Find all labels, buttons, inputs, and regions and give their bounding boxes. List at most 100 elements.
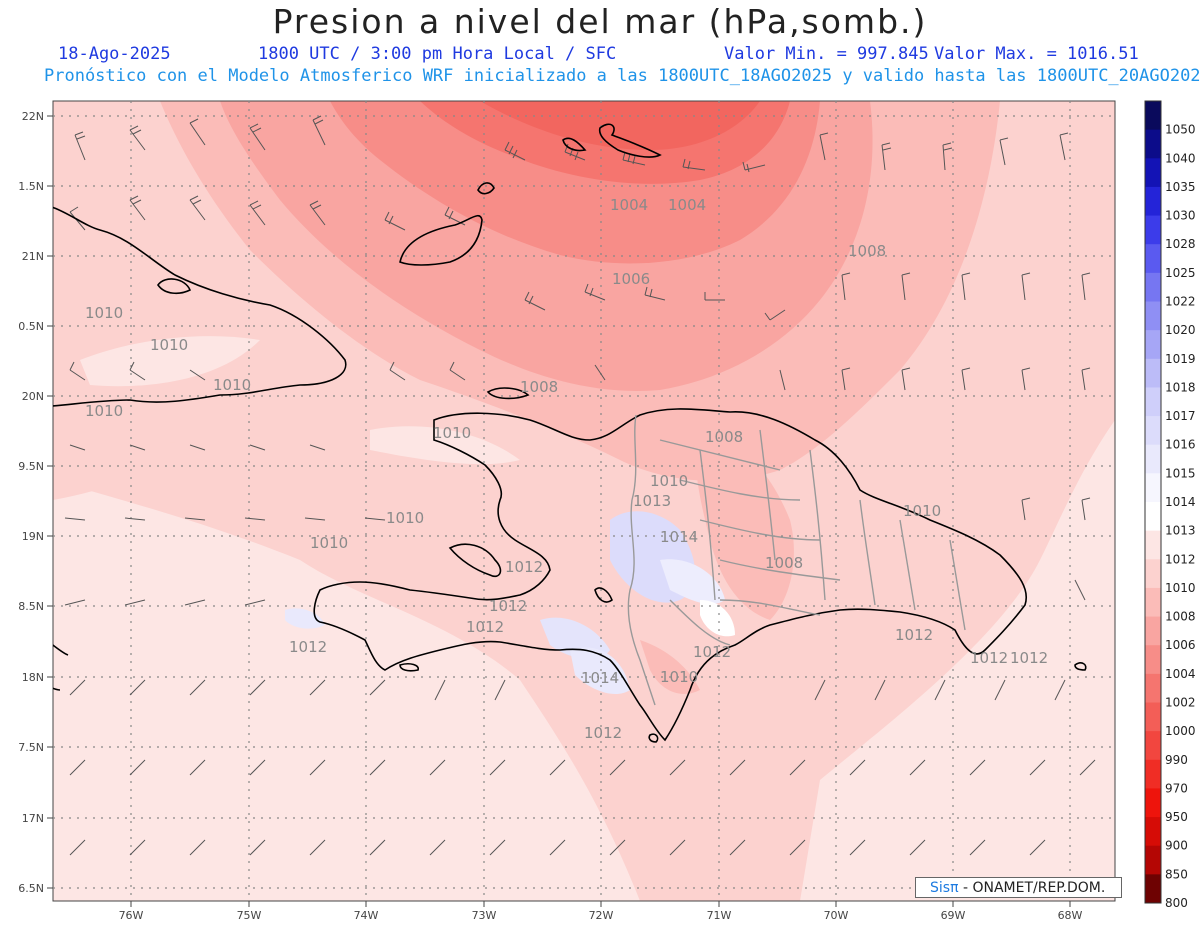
contour-label: 1013 (633, 492, 671, 510)
lat-label: 18N (22, 671, 44, 684)
contour-label: 1010 (310, 534, 348, 552)
plot-frame (52, 100, 1116, 902)
contour-label: 1008 (848, 242, 886, 260)
contour-label: 1012 (489, 597, 527, 615)
legend-swatch (1145, 645, 1161, 675)
max-value: Valor Max. = 1016.51 (934, 44, 1139, 64)
lon-label: 76W (119, 909, 144, 922)
lon-label: 68W (1058, 909, 1083, 922)
legend-label: 990 (1165, 753, 1188, 767)
legend-label: 950 (1165, 810, 1188, 824)
valid-time: 1800 UTC / 3:00 pm Hora Local / SFC (258, 44, 617, 64)
legend-label: 1040 (1165, 151, 1196, 165)
lat-label: 22N (22, 110, 44, 123)
legend-swatch (1145, 444, 1161, 474)
contour-label: 1012 (505, 558, 543, 576)
contour-label: 1012 (466, 618, 504, 636)
legend-swatch (1145, 358, 1161, 388)
contour-label: 1010 (85, 402, 123, 420)
contour-label: 1010 (433, 424, 471, 442)
legend-swatch (1145, 129, 1161, 159)
legend-label: 1050 (1165, 123, 1196, 137)
legend-swatch (1145, 416, 1161, 446)
contour-label: 1010 (85, 304, 123, 322)
lat-label: 0.5N (18, 320, 44, 333)
contour-label: 1012 (1010, 649, 1048, 667)
legend-label: 1018 (1165, 380, 1196, 394)
contour-label: 1008 (765, 554, 803, 572)
legend-label: 1017 (1165, 409, 1196, 423)
lon-label: 73W (472, 909, 497, 922)
forecast-info: Pronóstico con el Modelo Atmosferico WRF… (44, 66, 1200, 86)
legend-swatch (1145, 845, 1161, 875)
legend-label: 1020 (1165, 323, 1196, 337)
lon-label: 71W (707, 909, 732, 922)
legend-label: 1000 (1165, 724, 1196, 738)
legend-swatch (1145, 502, 1161, 532)
lat-label: 20N (22, 390, 44, 403)
hispaniola-coast (313, 408, 1027, 742)
legend-label: 1008 (1165, 610, 1196, 624)
legend-swatch (1145, 874, 1161, 904)
legend-label: 1004 (1165, 667, 1196, 681)
legend-label: 1012 (1165, 552, 1196, 566)
legend-swatch (1145, 759, 1161, 789)
legend-swatch (1145, 788, 1161, 818)
map-title: Presion a nivel del mar (hPa,somb.) (272, 2, 928, 41)
contour-label: 1012 (289, 638, 327, 656)
lat-label: 8.5N (18, 600, 44, 613)
legend-swatch (1145, 616, 1161, 646)
legend-swatch (1145, 101, 1161, 131)
graticule (53, 101, 1115, 901)
legend-swatch (1145, 215, 1161, 245)
legend-label: 800 (1165, 896, 1188, 910)
lat-label: 19N (22, 530, 44, 543)
legend-swatch (1145, 731, 1161, 761)
legend-label: 1022 (1165, 295, 1196, 309)
legend-label: 1030 (1165, 209, 1196, 223)
legend-label: 1006 (1165, 638, 1196, 652)
legend-label: 970 (1165, 781, 1188, 795)
contour-label: 1010 (150, 336, 188, 354)
legend-swatch (1145, 473, 1161, 503)
legend-swatch (1145, 272, 1161, 302)
legend-swatch (1145, 587, 1161, 618)
brand-logo: Sisπ (930, 880, 959, 896)
contour-label: 1010 (650, 472, 688, 490)
legend-swatch (1145, 301, 1161, 331)
lat-label: 6.5N (18, 882, 44, 895)
legend-swatch (1145, 244, 1161, 274)
admin-borders (627, 414, 966, 706)
lat-label: 17N (22, 812, 44, 825)
coastlines (53, 123, 1087, 743)
lon-label: 70W (824, 909, 849, 922)
contour-label: 1014 (581, 669, 619, 687)
contour-label: 1010 (903, 502, 941, 520)
legend-swatch (1145, 186, 1161, 217)
legend-swatch (1145, 330, 1161, 360)
contour-label: 1004 (610, 196, 648, 214)
legend-label: 1010 (1165, 581, 1196, 595)
legend-swatch (1145, 817, 1161, 847)
legend-label: 900 (1165, 839, 1188, 853)
contour-label: 1010 (386, 509, 424, 527)
legend-label: 1014 (1165, 495, 1196, 509)
contour-label: 1010 (660, 668, 698, 686)
lat-label: 1.5N (18, 180, 44, 193)
legend-frame (1144, 100, 1162, 904)
legend-label: 1035 (1165, 180, 1196, 194)
legend-label: 1016 (1165, 438, 1196, 452)
pressure-shading (53, 101, 1115, 901)
legend-swatch (1145, 559, 1161, 589)
min-value: Valor Min. = 997.845 (724, 44, 929, 64)
contour-label: 1012 (693, 643, 731, 661)
contour-label: 1006 (612, 270, 650, 288)
cuba-coast (53, 206, 347, 407)
legend-swatch (1145, 530, 1161, 560)
contour-label: 1010 (213, 376, 251, 394)
lat-label: 9.5N (18, 460, 44, 473)
contour-label: 1004 (668, 196, 706, 214)
contour-label: 1008 (705, 428, 743, 446)
contour-label: 1012 (584, 724, 622, 742)
